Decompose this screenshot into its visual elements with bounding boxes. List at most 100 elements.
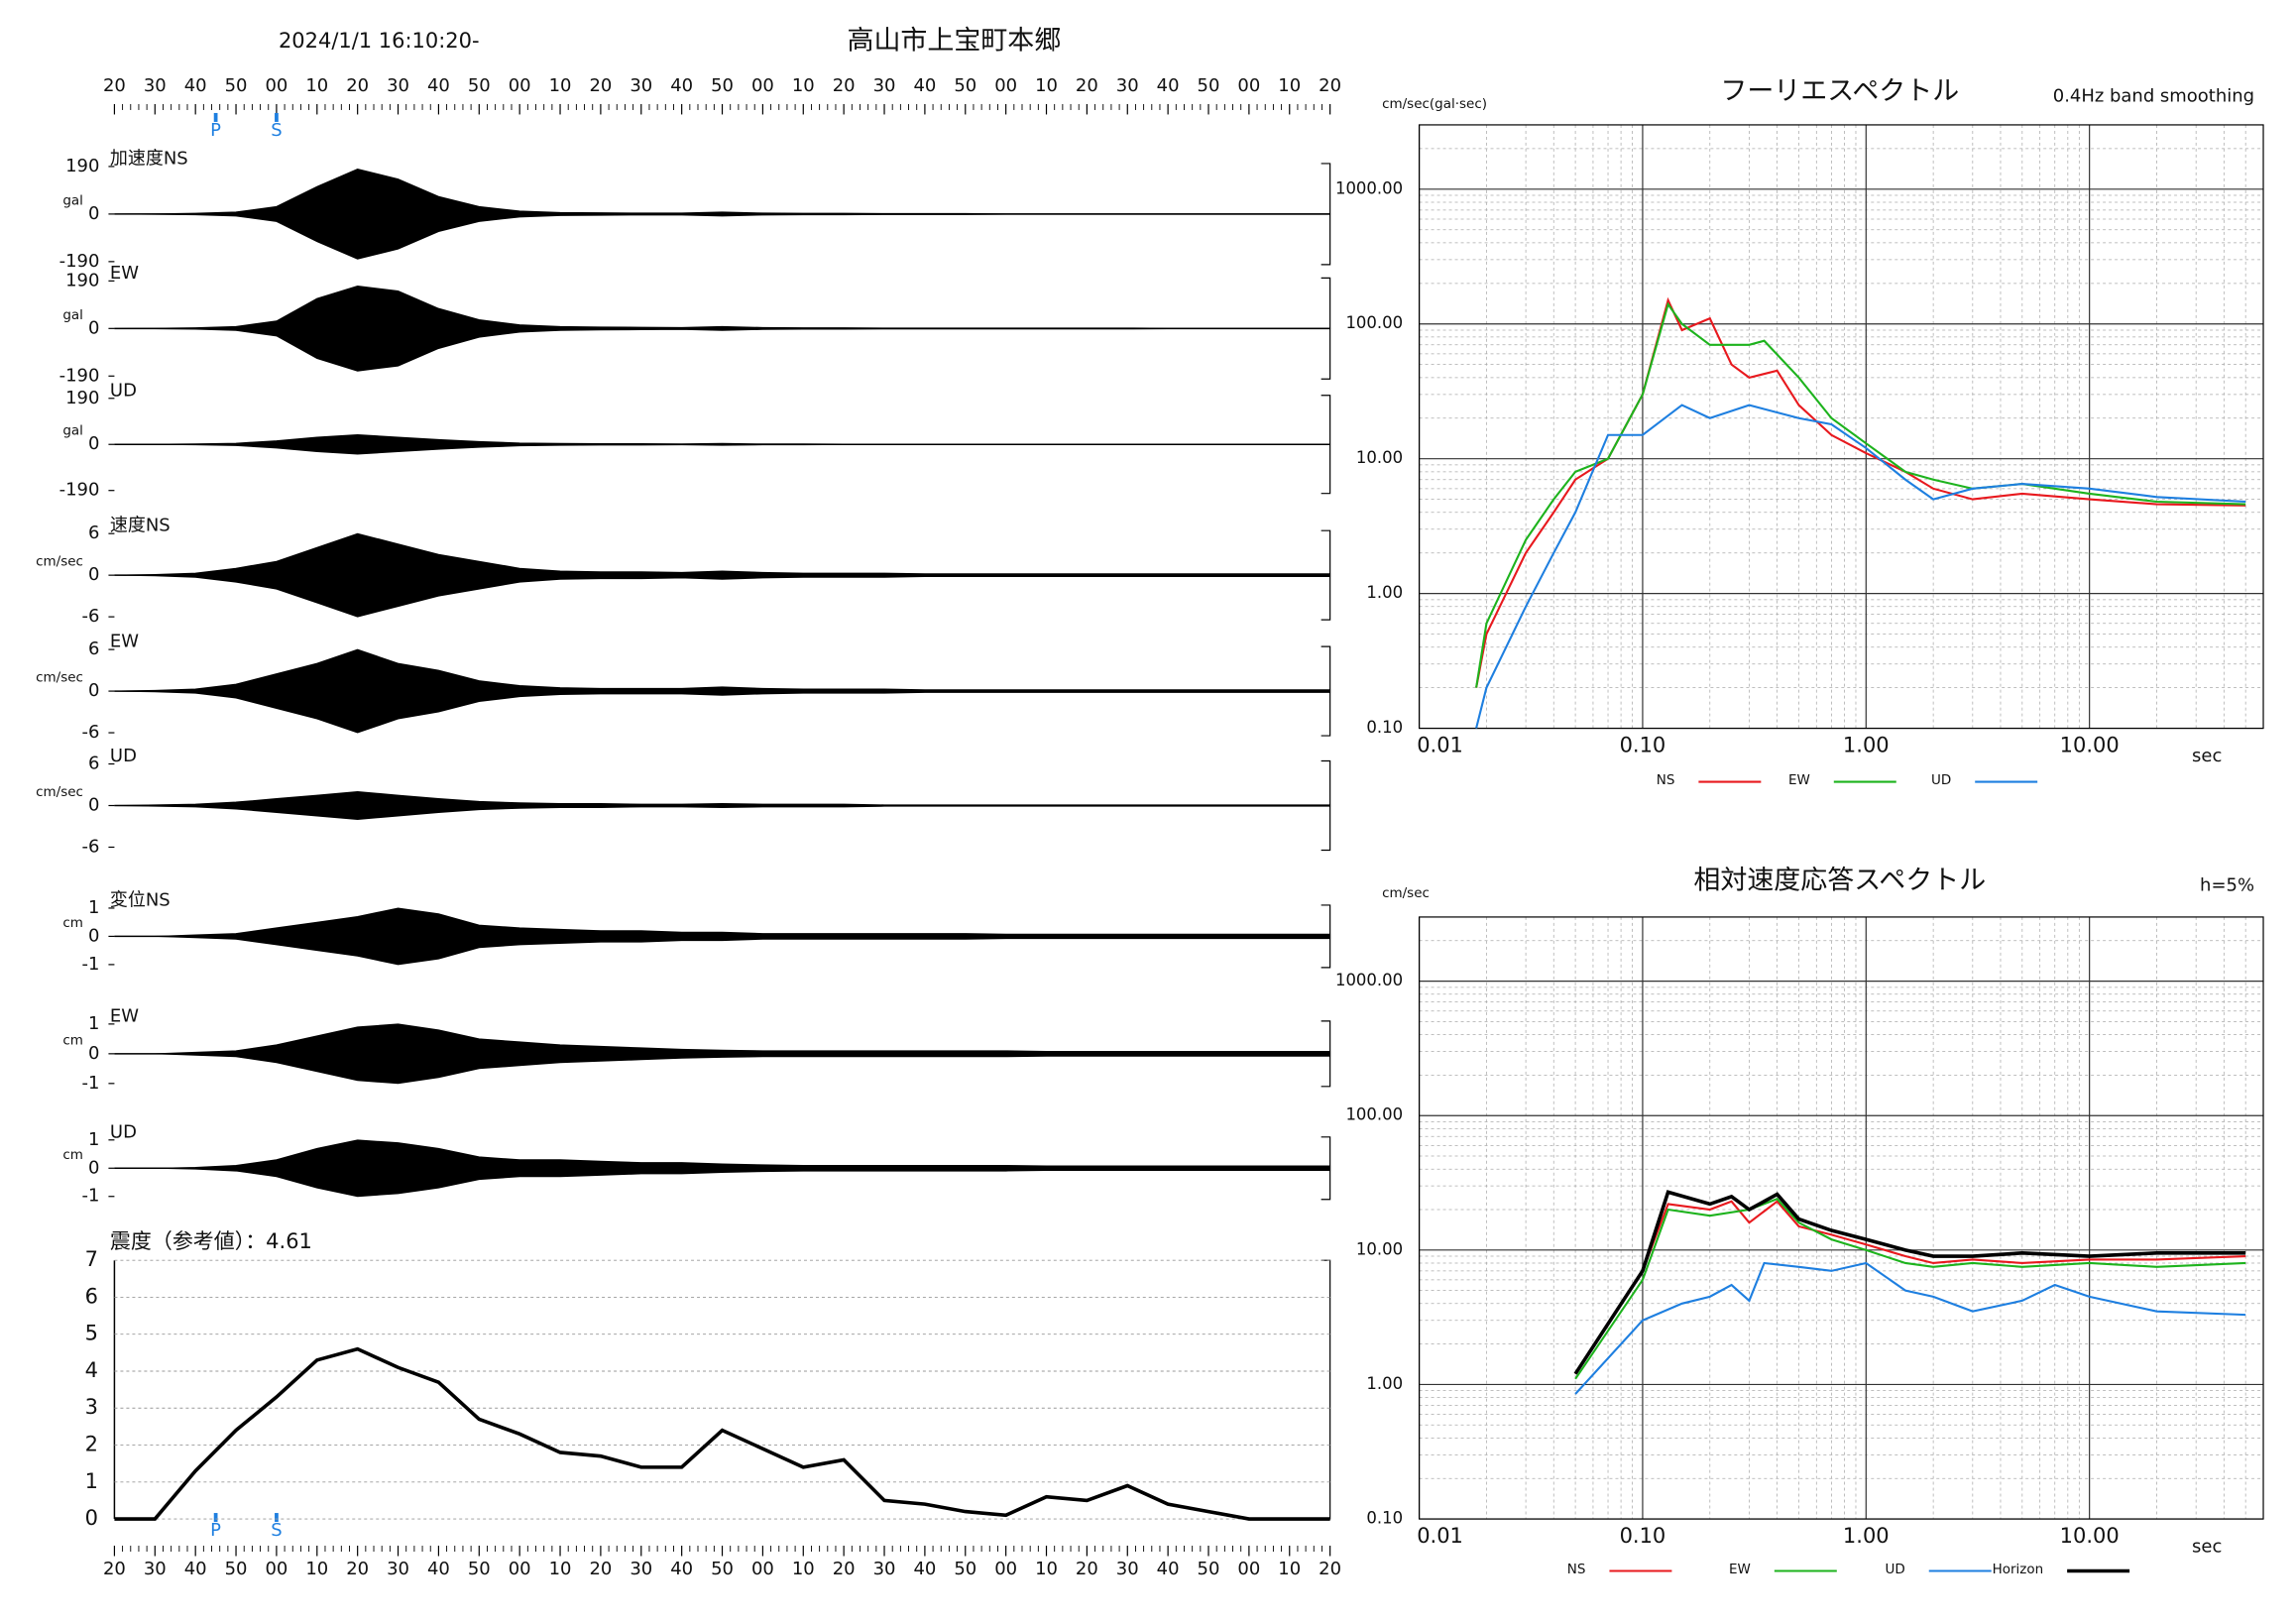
- time-tick-label: 50: [225, 75, 248, 96]
- time-tick-label: 40: [1157, 75, 1180, 96]
- time-tick-label: 20: [833, 1559, 856, 1579]
- legend-label: EW: [1729, 1562, 1751, 1577]
- time-tick-label: 40: [184, 1559, 207, 1579]
- y-tick-label: 2: [85, 1433, 98, 1456]
- y-tick-label: 0: [88, 203, 99, 224]
- y-tick-label: 100.00: [1345, 1105, 1403, 1124]
- station: 高山市上宝町本郷: [848, 26, 1062, 57]
- time-tick-label: 30: [873, 75, 896, 96]
- y-tick-label: -1: [82, 1073, 100, 1094]
- panel-label: EW: [110, 263, 139, 284]
- y-tick-label: 0: [88, 795, 99, 816]
- panel-label: 変位NS: [110, 889, 171, 910]
- y-tick-label: 0: [88, 317, 99, 338]
- y-tick-label: 0: [88, 564, 99, 585]
- time-tick-label: 10: [792, 75, 815, 96]
- spectrum-subtitle: 0.4Hz band smoothing: [2053, 85, 2254, 106]
- time-tick-label: 50: [711, 75, 734, 96]
- y-tick-label: -190: [59, 365, 100, 386]
- time-tick-label: 00: [1237, 1559, 1260, 1579]
- x-axis-label: sec: [2192, 1537, 2222, 1558]
- time-tick-label: 10: [305, 75, 328, 96]
- x-tick-label: 0.01: [1417, 734, 1463, 757]
- time-tick-label: 40: [1157, 1559, 1180, 1579]
- legend-label: UD: [1885, 1562, 1904, 1577]
- y-tick-label: 1.00: [1366, 1374, 1403, 1393]
- time-tick-label: 20: [103, 1559, 126, 1579]
- time-tick-label: 10: [1278, 75, 1301, 96]
- x-tick-label: 0.01: [1417, 1524, 1463, 1548]
- panel-label: UD: [110, 746, 137, 766]
- x-tick-label: 0.10: [1620, 1524, 1666, 1548]
- y-tick-label: 1000.00: [1335, 971, 1403, 989]
- time-tick-label: 00: [751, 1559, 774, 1579]
- time-tick-label: 00: [751, 75, 774, 96]
- unit-label: cm: [62, 1032, 83, 1048]
- time-tick-label: 50: [954, 1559, 976, 1579]
- y-axis-label: cm/sec: [1382, 885, 1430, 901]
- panel-label: EW: [110, 632, 139, 652]
- unit-label: cm: [62, 1147, 83, 1163]
- y-axis-label: cm/sec(gal·sec): [1382, 96, 1487, 112]
- y-tick-label: 1.00: [1366, 583, 1403, 602]
- time-tick-label: 30: [1116, 1559, 1139, 1579]
- y-tick-label: 6: [88, 754, 99, 774]
- time-tick-label: 20: [589, 75, 612, 96]
- time-tick-label: 30: [387, 75, 409, 96]
- legend-label: EW: [1788, 772, 1810, 788]
- time-tick-label: 40: [670, 1559, 693, 1579]
- time-tick-label: 10: [1035, 75, 1058, 96]
- time-tick-label: 30: [873, 1559, 896, 1579]
- y-tick-label: 0: [85, 1506, 98, 1530]
- time-tick-label: 00: [509, 75, 531, 96]
- spectrum-line: [1573, 1190, 2246, 1375]
- legend-label: NS: [1657, 772, 1675, 788]
- time-tick-label: 50: [711, 1559, 734, 1579]
- time-tick-label: 50: [954, 75, 976, 96]
- time-tick-label: 10: [1035, 1559, 1058, 1579]
- intensity-title: 震度（参考値）：4.61: [110, 1229, 312, 1253]
- time-tick-label: 10: [1278, 1559, 1301, 1579]
- time-tick-label: 40: [670, 75, 693, 96]
- legend-label: UD: [1931, 772, 1951, 788]
- x-axis-label: sec: [2192, 746, 2222, 766]
- unit-label: cm/sec: [36, 554, 83, 570]
- y-tick-label: 190: [65, 270, 99, 290]
- panel-label: 速度NS: [110, 516, 171, 536]
- y-tick-label: 190: [65, 156, 99, 176]
- time-tick-label: 10: [305, 1559, 328, 1579]
- time-tick-label: 00: [1237, 75, 1260, 96]
- time-tick-label: 40: [913, 1559, 936, 1579]
- y-tick-label: -1: [82, 954, 100, 975]
- time-tick-label: 50: [468, 75, 491, 96]
- y-tick-label: 6: [85, 1284, 98, 1308]
- y-tick-label: 6: [88, 522, 99, 543]
- x-tick-label: 10.00: [2060, 734, 2120, 757]
- phase-label: P: [210, 120, 221, 141]
- unit-label: cm/sec: [36, 670, 83, 686]
- time-tick-label: 10: [792, 1559, 815, 1579]
- time-tick-label: 30: [144, 1559, 167, 1579]
- time-tick-label: 20: [346, 1559, 369, 1579]
- y-tick-label: 0: [88, 433, 99, 454]
- time-tick-label: 20: [103, 75, 126, 96]
- panel-label: 加速度NS: [110, 148, 188, 169]
- unit-label: gal: [62, 192, 83, 208]
- time-tick-label: 30: [387, 1559, 409, 1579]
- datetime: 2024/1/1 16:10:20-: [279, 29, 480, 53]
- y-tick-label: -190: [59, 480, 100, 501]
- y-tick-label: 0: [88, 1043, 99, 1064]
- y-tick-label: 1: [88, 1013, 99, 1034]
- y-tick-label: 0: [88, 680, 99, 701]
- panel-label: EW: [110, 1005, 139, 1026]
- y-tick-label: 7: [85, 1247, 98, 1271]
- y-tick-label: 1: [88, 897, 99, 918]
- y-tick-label: 0: [88, 925, 99, 946]
- x-tick-label: 10.00: [2060, 1524, 2120, 1548]
- x-tick-label: 1.00: [1843, 1524, 1890, 1548]
- intensity-line: [114, 1346, 1330, 1521]
- spectrum-subtitle: h=5%: [2200, 874, 2254, 895]
- time-tick-label: 40: [913, 75, 936, 96]
- y-tick-label: -1: [82, 1186, 100, 1207]
